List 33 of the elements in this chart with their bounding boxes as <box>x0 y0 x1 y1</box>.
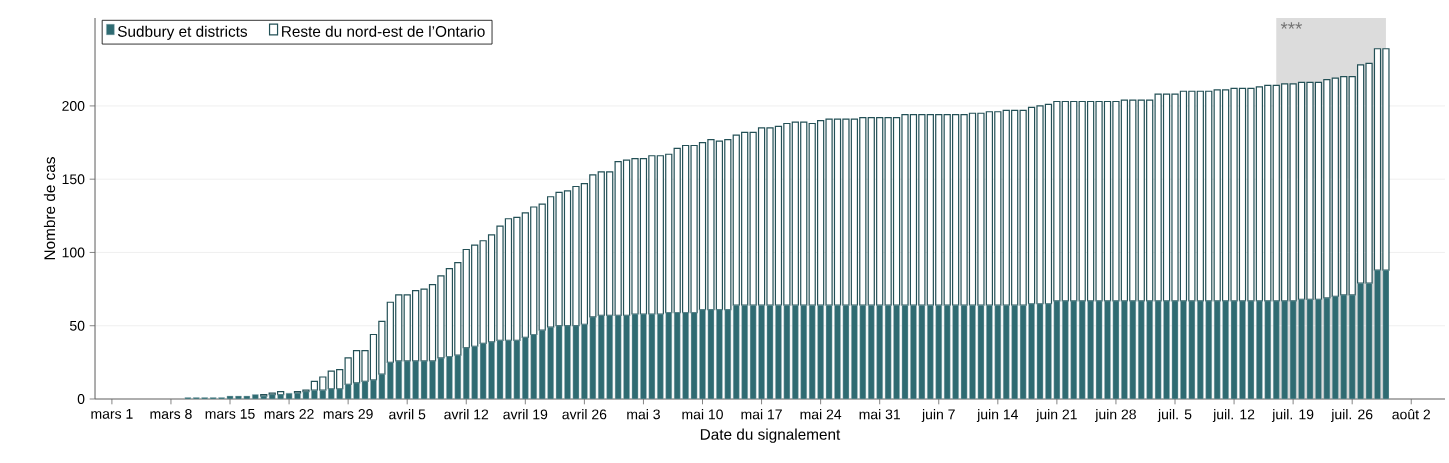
x-tick-label: juil. 5 <box>1157 409 1192 423</box>
x-tick-label: juil. 19 <box>1271 409 1314 423</box>
band-label: *** <box>1280 22 1303 29</box>
x-tick-label: juin 21 <box>1035 409 1077 423</box>
x-tick-label: mai 3 <box>627 409 660 420</box>
x-tick-label: août 2 <box>1392 409 1430 420</box>
y-tick-label: 50 <box>69 320 85 331</box>
x-tick-label: avril 19 <box>503 409 548 420</box>
x-tick-label: mars 29 <box>323 409 373 419</box>
x-tick-label: mai 24 <box>800 409 842 420</box>
x-tick-label: juil. 26 <box>1330 409 1373 423</box>
x-tick-label: avril 26 <box>562 409 607 420</box>
legend-label: Sudbury et districts <box>117 25 248 40</box>
x-tick-label: mars 1 <box>91 409 133 419</box>
x-tick-label: mai 31 <box>859 409 900 420</box>
x-axis-title: Date du signalement <box>700 428 841 443</box>
x-tick-label: mars 22 <box>264 409 314 419</box>
x-tick-label: mars 8 <box>150 409 192 419</box>
y-tick-label: 200 <box>62 100 85 111</box>
x-tick-label: juil. 12 <box>1212 409 1255 423</box>
x-tick-label: mai 17 <box>741 409 782 420</box>
x-tick-label: avril 12 <box>444 409 489 420</box>
y-tick-label: 100 <box>62 247 85 258</box>
x-tick-label: juin 14 <box>976 409 1018 423</box>
x-tick-label: juin 7 <box>921 409 955 423</box>
x-tick-label: juin 28 <box>1094 409 1136 423</box>
x-tick-label: mars 15 <box>205 409 255 419</box>
legend-label: Reste du nord-est de l’Ontario <box>282 25 485 37</box>
y-tick-label: 150 <box>62 174 85 185</box>
x-tick-label: mai 10 <box>682 409 723 420</box>
y-tick-label: 0 <box>77 394 85 404</box>
x-tick-label: avril 5 <box>389 409 426 420</box>
y-axis-title: Nombre de cas <box>43 157 56 260</box>
